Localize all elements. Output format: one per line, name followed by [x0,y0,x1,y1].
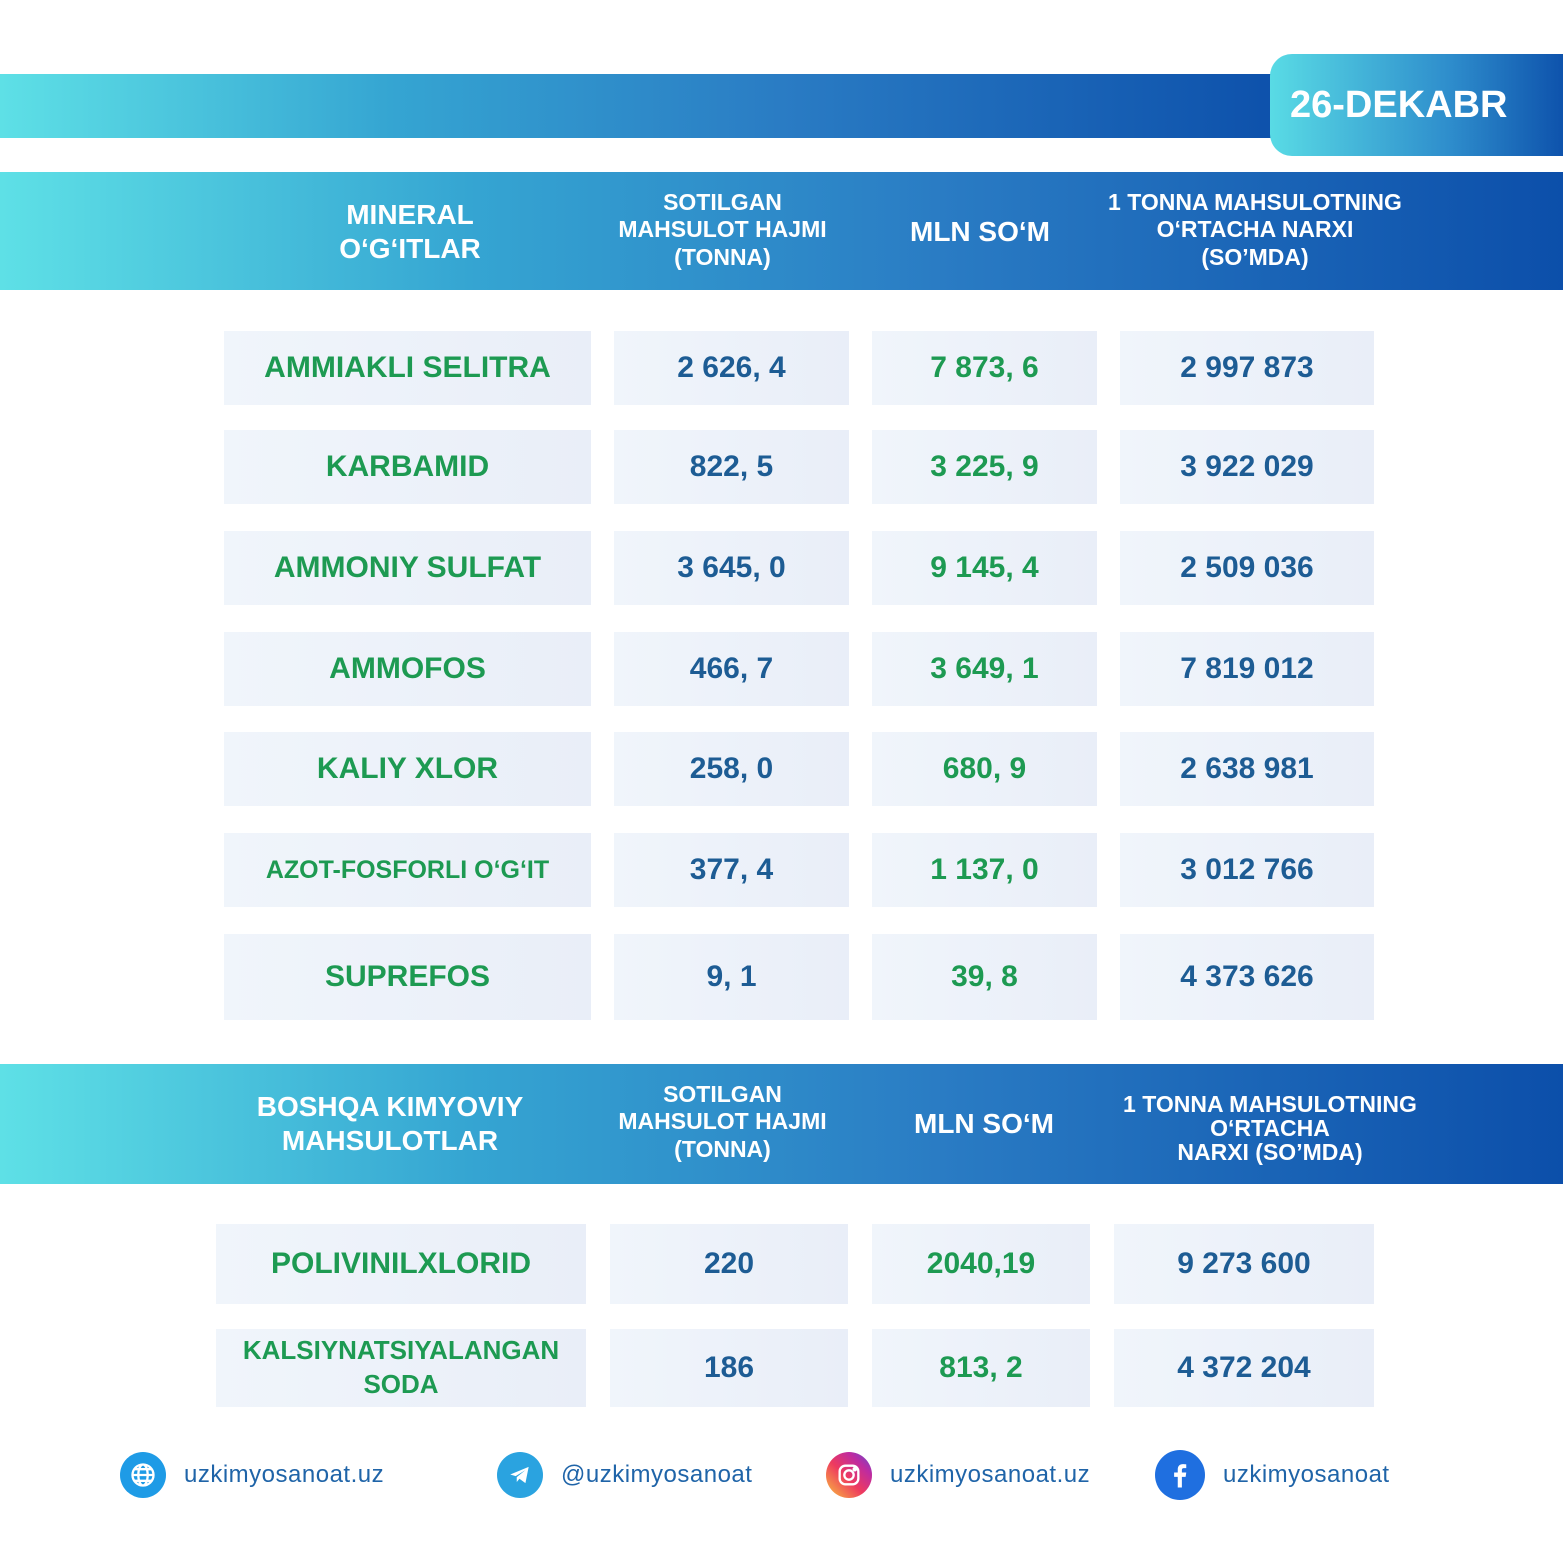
table-row-price: 7 819 012 [1120,632,1374,706]
footer-instagram[interactable]: uzkimyosanoat.uz [826,1450,1090,1500]
table-row-name: KARBAMID [224,430,591,504]
section2-amount-header: MLN SO‘M [914,1108,1054,1140]
table-row-volume: 220 [610,1224,848,1304]
section1-amount-header: MLN SO‘M [910,216,1050,248]
table-row-amount: 1 137, 0 [872,833,1097,907]
table-row-volume: 466, 7 [614,632,849,706]
table-row-name: KALIY XLOR [224,732,591,806]
table-row-volume: 186 [610,1329,848,1407]
globe-icon [120,1452,166,1498]
table-row-name: AMMOFOS [224,632,591,706]
section2-price-header: 1 TONNA MAHSULOTNING O‘RTACHA NARXI (SO’… [1123,1090,1417,1166]
section1-price-header: 1 TONNA MAHSULOTNING O‘RTACHA NARXI (SO’… [1108,188,1402,270]
section1-volume-header: SOTILGAN MAHSULOT HAJMI (TONNA) [618,188,827,270]
table-row-amount: 680, 9 [872,732,1097,806]
page-title: KIMYO SANOATI MAHSULOTLARI SAVDO YAKUNLA… [255,15,1059,48]
telegram-link[interactable]: @uzkimyosanoat [561,1461,753,1488]
section2-category-header: BOSHQA KIMYOVIY MAHSULOTLAR [256,1091,524,1156]
table-row-volume: 258, 0 [614,732,849,806]
footer-facebook[interactable]: uzkimyosanoat [1155,1450,1390,1500]
table-row-price: 3 922 029 [1120,430,1374,504]
section1-category-header: MINERAL O‘G‘ITLAR [339,199,481,264]
table-row-price: 9 273 600 [1114,1224,1374,1304]
date-badge [1270,54,1563,156]
table-row-price: 2 997 873 [1120,331,1374,405]
section2-header [0,1064,1563,1184]
section1-header [0,172,1563,290]
date-label: 26-DEKABR [1290,83,1508,126]
table-row-amount: 7 873, 6 [872,331,1097,405]
table-row-volume: 9, 1 [614,934,849,1020]
table-row-amount: 9 145, 4 [872,531,1097,605]
telegram-icon [497,1452,543,1498]
instagram-link[interactable]: uzkimyosanoat.uz [890,1461,1091,1488]
table-row-name: AZOT-FOSFORLI O‘G‘IT [224,833,591,907]
table-row-volume: 377, 4 [614,833,849,907]
table-row-amount: 2040,19 [872,1224,1090,1304]
section2-volume-header: SOTILGAN MAHSULOT HAJMI (TONNA) [618,1080,827,1162]
instagram-icon [826,1452,872,1498]
table-row-amount: 39, 8 [872,934,1097,1020]
facebook-link[interactable]: uzkimyosanoat [1223,1461,1390,1488]
table-row-price: 4 372 204 [1114,1329,1374,1407]
facebook-icon [1155,1450,1205,1500]
table-row-name: AMMONIY SULFAT [224,531,591,605]
table-row-name: KALSIYNATSIYALANGAN SODA [216,1329,586,1407]
footer-website[interactable]: uzkimyosanoat.uz [120,1450,384,1500]
table-row-price: 2 509 036 [1120,531,1374,605]
table-row-price: 2 638 981 [1120,732,1374,806]
table-row-amount: 3 649, 1 [872,632,1097,706]
table-row-amount: 813, 2 [872,1329,1090,1407]
title-banner [0,74,1300,138]
footer-telegram[interactable]: @uzkimyosanoat [497,1450,752,1500]
table-row-name: POLIVINILXLORID [216,1224,586,1304]
website-link[interactable]: uzkimyosanoat.uz [184,1461,385,1488]
table-row-volume: 822, 5 [614,430,849,504]
table-row-amount: 3 225, 9 [872,430,1097,504]
table-row-name: AMMIAKLI SELITRA [224,331,591,405]
table-row-price: 3 012 766 [1120,833,1374,907]
table-row-volume: 2 626, 4 [614,331,849,405]
table-row-name: SUPREFOS [224,934,591,1020]
table-row-volume: 3 645, 0 [614,531,849,605]
table-row-price: 4 373 626 [1120,934,1374,1020]
